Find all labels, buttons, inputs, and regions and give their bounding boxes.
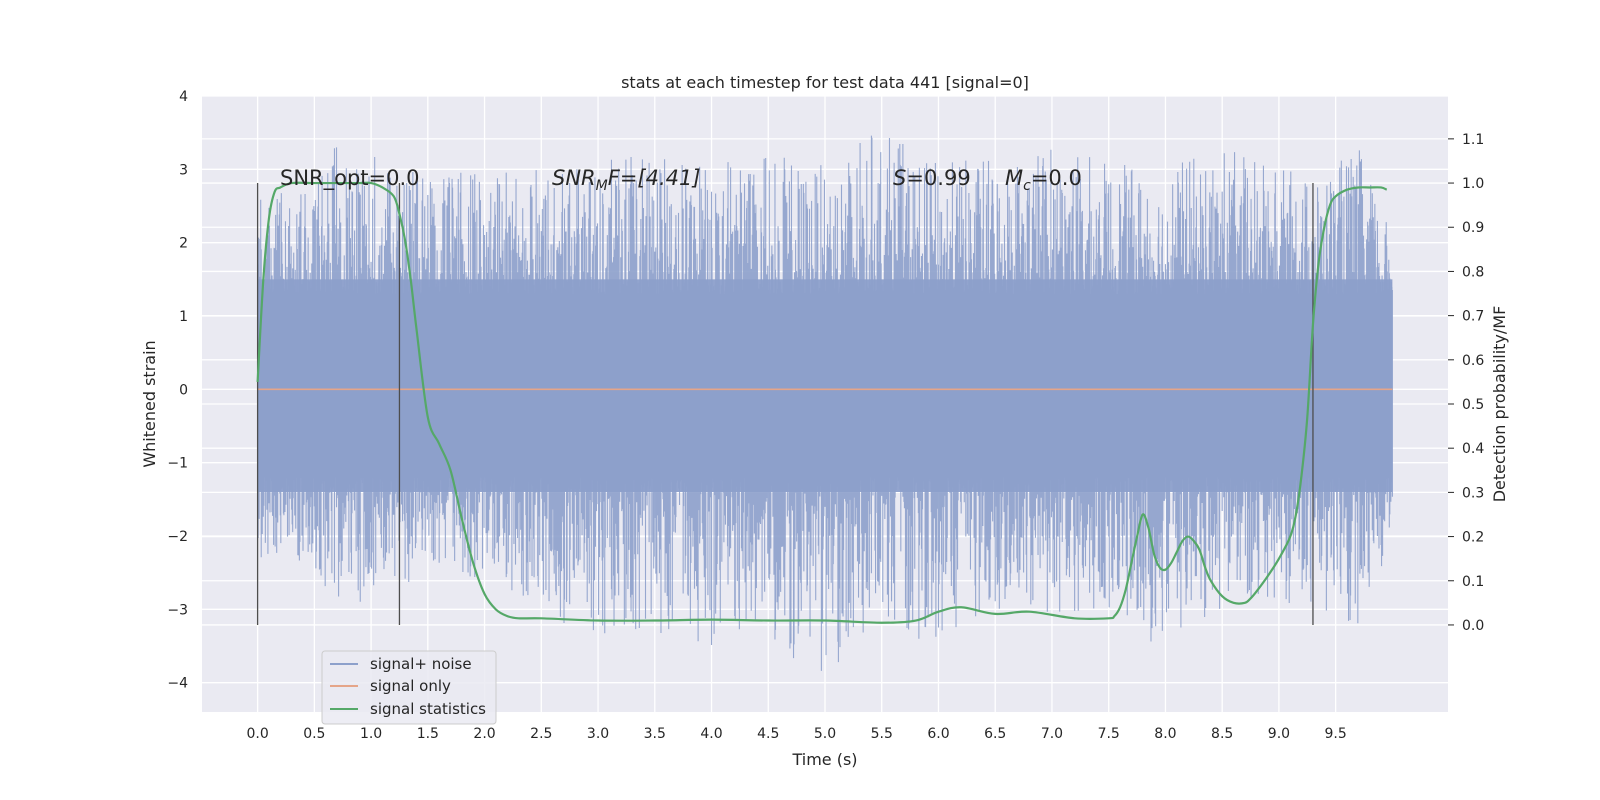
x-tick-label: 5.5 <box>871 726 893 742</box>
y2-tick-label: 0.4 <box>1462 441 1484 457</box>
x-tick-label: 3.0 <box>587 726 609 742</box>
x-tick-label: 7.0 <box>1041 726 1063 742</box>
y2-tick-label: 0.6 <box>1462 353 1484 369</box>
legend-label-signal-noise: signal+ noise <box>370 655 472 673</box>
x-tick-label: 8.0 <box>1154 726 1176 742</box>
y-tick-label: 3 <box>179 162 188 178</box>
y2-tick-label: 0.7 <box>1462 309 1484 325</box>
annotation-snr-mf-sub: M <box>596 178 608 194</box>
annotation-snr-mf-rest: F=[4.41] <box>608 166 701 190</box>
annotation-mc-rest: =0.0 <box>1031 166 1082 190</box>
annotation-mc: Mc=0.0 <box>1005 166 1082 194</box>
annotation-snr-mf: SNRMF=[4.41] <box>552 166 701 194</box>
y2-tick-label: 0.3 <box>1462 485 1484 501</box>
y-axis-label: Whitened strain <box>140 340 159 467</box>
y2-tick-label: 0.5 <box>1462 397 1484 413</box>
legend-box <box>321 650 497 725</box>
y2-tick-label: 0.8 <box>1462 264 1484 280</box>
y-tick-label: 4 <box>179 89 188 105</box>
x-axis-label: Time (s) <box>791 750 857 769</box>
x-tick-label: 0.0 <box>246 726 268 742</box>
signal-statistics-line <box>256 181 1388 624</box>
y2-tick-label: 0.1 <box>1462 574 1484 590</box>
x-tick-label: 6.5 <box>984 726 1006 742</box>
x-tick-label: 7.5 <box>1098 726 1120 742</box>
y2-tick-label: 0.0 <box>1462 618 1484 634</box>
x-tick-label: 8.5 <box>1211 726 1233 742</box>
series-signal-statistics <box>256 181 1388 624</box>
y-tick-label: −2 <box>167 529 188 545</box>
y2-tick-label: 0.9 <box>1462 220 1484 236</box>
y-tick-label: 2 <box>179 236 188 252</box>
series-signal-noise <box>257 135 1393 671</box>
annotation-mc-sub: c <box>1023 178 1031 194</box>
x-tick-label: 1.0 <box>360 726 382 742</box>
legend-label-signal-only: signal only <box>370 677 451 695</box>
legend-label-signal-statistics: signal statistics <box>370 700 486 718</box>
x-tick-label: 3.5 <box>644 726 666 742</box>
x-tick-label: 9.0 <box>1268 726 1290 742</box>
x-tick-label: 4.5 <box>757 726 779 742</box>
legend: signal+ noise signal only signal statist… <box>321 650 497 725</box>
annotation-mc-var: M <box>1005 166 1023 190</box>
x-tick-label: 5.0 <box>814 726 836 742</box>
y2-tick-label: 1.0 <box>1462 176 1484 192</box>
y2-axis-label: Detection probability/MF <box>1490 306 1509 503</box>
y2-tick-label: 0.2 <box>1462 530 1484 546</box>
annotation-s: S=0.99 <box>893 166 971 190</box>
y2-tick-label: 1.1 <box>1462 132 1484 148</box>
annotation-snr-mf-main: SNR <box>552 166 596 190</box>
annotation-snr-opt: SNR_opt=0.0 <box>280 166 420 191</box>
annotation-s-rest: =0.99 <box>906 166 970 190</box>
vertical-markers <box>256 183 1314 625</box>
x-tick-label: 4.0 <box>700 726 722 742</box>
x-tick-label: 2.0 <box>473 726 495 742</box>
x-tick-label: 0.5 <box>303 726 325 742</box>
x-tick-label: 1.5 <box>417 726 439 742</box>
chart-title: stats at each timestep for test data 441… <box>621 73 1029 92</box>
y-tick-label: 1 <box>179 309 188 325</box>
y-tick-label: 0 <box>179 382 188 398</box>
annotation-s-var: S <box>893 166 906 190</box>
y-tick-label: −4 <box>167 676 188 692</box>
x-tick-label: 6.0 <box>927 726 949 742</box>
x-tick-label: 2.5 <box>530 726 552 742</box>
y-tick-label: −3 <box>167 602 188 618</box>
axis-ticks: 0.0 0.5 1.0 1.5 2.0 2.5 3.0 3.5 4.0 4.5 5.0 5.5 6.0 6… <box>167 89 1484 742</box>
x-tick-label: 9.5 <box>1325 726 1347 742</box>
y-tick-label: −1 <box>167 456 188 472</box>
